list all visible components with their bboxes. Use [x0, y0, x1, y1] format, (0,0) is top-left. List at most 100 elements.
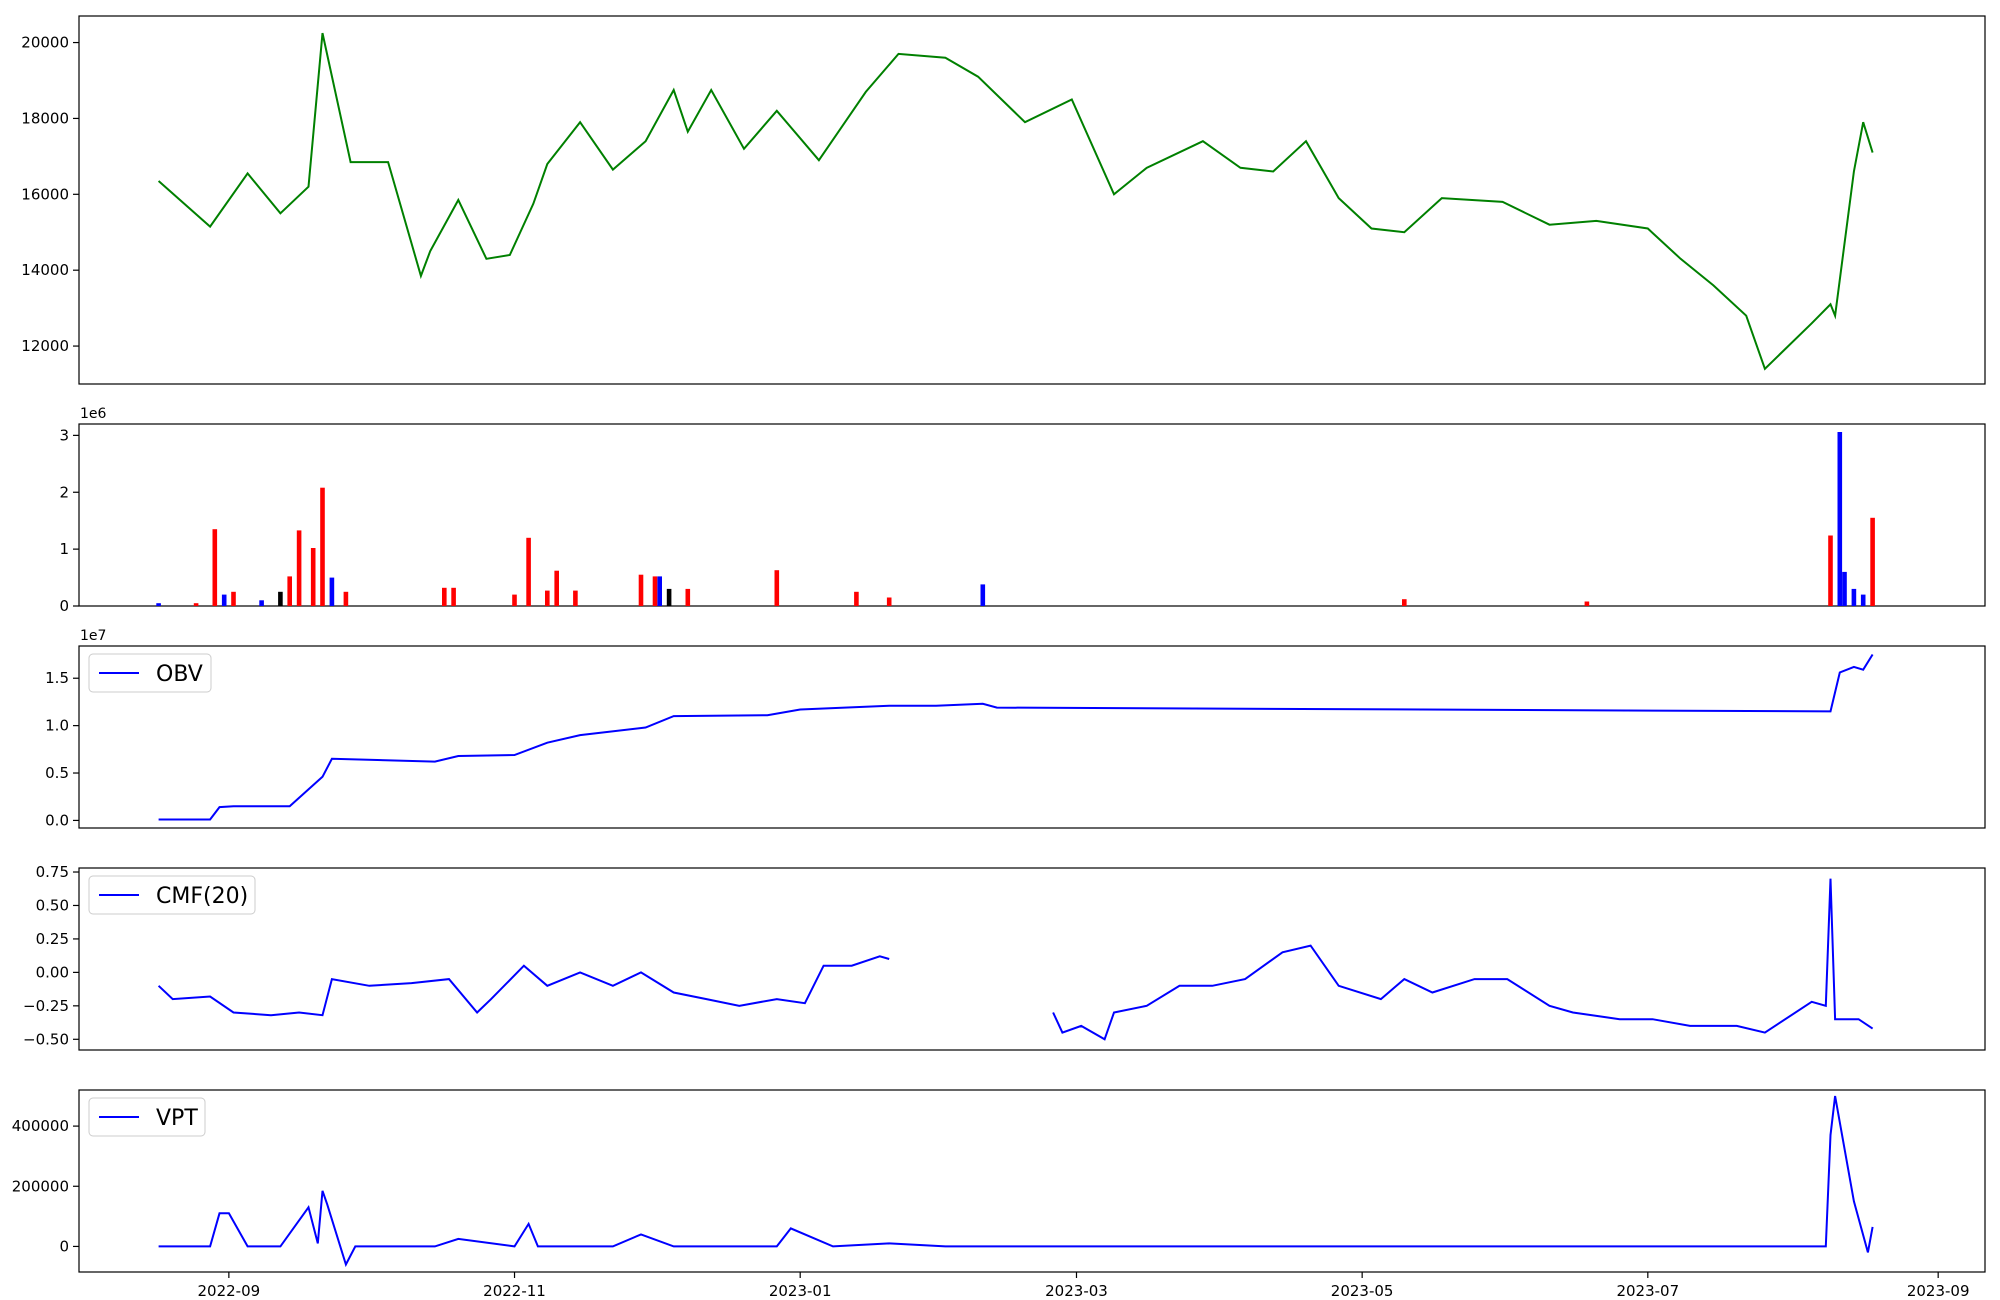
volume-axes-frame — [78, 423, 1986, 607]
volume-bar — [545, 590, 550, 606]
volume-bar — [193, 603, 199, 606]
price-line — [157, 32, 1874, 371]
obv-y-tick-label: 0.5 — [45, 764, 69, 782]
volume-bar — [1402, 599, 1407, 606]
price-y-tick-label: 14000 — [21, 261, 69, 279]
volume-bar — [259, 600, 264, 606]
obv-y-ticks: 0.0 0.5 1.0 1.5 — [45, 669, 79, 829]
vpt-y-tick-label: 0 — [59, 1237, 69, 1255]
vpt-legend: VPT — [88, 1097, 206, 1137]
vpt-legend-box — [88, 1097, 206, 1137]
cmf-y-tick-label: 0.25 — [36, 930, 69, 948]
volume-bar — [287, 576, 292, 606]
volume-bar — [1837, 432, 1843, 606]
volume-bar — [221, 594, 227, 606]
volume-bar — [980, 584, 986, 606]
cmf-line-segment — [157, 955, 890, 1017]
cmf-lines — [157, 878, 1874, 1041]
volume-bar — [638, 574, 644, 606]
obv-y-tick-label: 1.0 — [45, 717, 69, 735]
volume-bar — [652, 576, 658, 606]
x-tick-label: 2023-07 — [1616, 1282, 1679, 1300]
volume-bar — [666, 588, 672, 606]
volume-bar — [1870, 517, 1875, 606]
volume-y-tick-label: 3 — [59, 426, 69, 444]
volume-bar — [573, 590, 578, 606]
x-tick-label: 2023-03 — [1045, 1282, 1108, 1300]
volume-bar — [854, 591, 859, 606]
vpt-y-ticks: 0 200000 400000 — [12, 1117, 79, 1255]
cmf-y-tick-label: 0.50 — [36, 896, 69, 914]
volume-bar — [1584, 601, 1590, 606]
price-panel: 12000 14000 16000 18000 20000 — [21, 15, 1986, 385]
volume-panel: 1e6 0 1 2 3 — [59, 406, 1986, 615]
x-tick-label: 2023-09 — [1907, 1282, 1970, 1300]
cmf-y-tick-label: −0.50 — [23, 1030, 69, 1048]
volume-y-tick-label: 1 — [59, 540, 69, 558]
volume-bars — [156, 432, 1875, 607]
cmf-line-segment — [1052, 878, 1874, 1041]
cmf-legend-box — [88, 875, 256, 915]
volume-bar — [685, 588, 691, 606]
volume-bar — [1851, 588, 1857, 606]
vpt-y-tick-label: 200000 — [12, 1177, 69, 1195]
volume-y-tick-label: 2 — [59, 483, 69, 501]
volume-bar — [1842, 571, 1847, 606]
volume-y-ticks: 0 1 2 3 — [59, 426, 79, 615]
x-tick-label: 2023-05 — [1331, 1282, 1394, 1300]
obv-y-tick-label: 1.5 — [45, 669, 69, 687]
cmf-y-ticks: −0.50 −0.25 0.00 0.25 0.50 0.75 — [23, 863, 79, 1048]
volume-multiplier-label: 1e6 — [80, 406, 107, 422]
x-tick-label: 2023-01 — [769, 1282, 832, 1300]
cmf-legend-label: CMF(20) — [156, 884, 248, 909]
price-y-tick-label: 12000 — [21, 337, 69, 355]
obv-legend: OBV — [88, 653, 212, 693]
vpt-y-tick-label: 400000 — [12, 1117, 69, 1135]
volume-bar — [442, 587, 447, 606]
cmf-y-tick-label: 0.75 — [36, 863, 69, 881]
volume-bar — [296, 530, 302, 606]
obv-y-tick-label: 0.0 — [45, 811, 69, 829]
x-tick-label: 2022-11 — [483, 1282, 546, 1300]
vpt-axes-frame — [78, 1089, 1986, 1273]
volume-bar — [526, 537, 531, 607]
volume-bar — [310, 548, 316, 606]
obv-panel: 1e7 0.0 0.5 1.0 1.5 OBV — [45, 628, 1986, 829]
volume-bar — [231, 591, 236, 606]
obv-line — [158, 653, 1874, 821]
volume-bar — [156, 603, 161, 606]
volume-bar — [657, 576, 662, 606]
volume-bar — [1860, 594, 1866, 606]
volume-bar — [343, 591, 349, 606]
volume-bar — [774, 570, 780, 606]
cmf-axes-frame — [78, 867, 1986, 1051]
cmf-panel: −0.50 −0.25 0.00 0.25 0.50 0.75 CMF(20) — [23, 863, 1986, 1051]
volume-bar — [1828, 535, 1833, 606]
price-y-tick-label: 16000 — [21, 185, 69, 203]
cmf-y-tick-label: −0.25 — [23, 997, 69, 1015]
volume-bar — [886, 597, 892, 606]
vpt-line — [158, 1095, 1874, 1268]
volume-bar — [329, 577, 335, 606]
volume-bar — [212, 529, 218, 606]
cmf-legend: CMF(20) — [88, 875, 256, 915]
volume-bar — [451, 587, 456, 606]
price-y-tick-label: 20000 — [21, 34, 69, 52]
cmf-y-tick-label: 0.00 — [36, 963, 69, 981]
volume-bar — [554, 570, 559, 606]
obv-legend-label: OBV — [156, 662, 203, 687]
price-y-tick-label: 18000 — [21, 109, 69, 127]
obv-multiplier-label: 1e7 — [80, 628, 106, 644]
x-tick-label: 2022-09 — [198, 1282, 261, 1300]
volume-bar — [320, 487, 325, 606]
volume-bar — [278, 591, 283, 606]
obv-axes-frame — [78, 645, 1986, 829]
volume-bar — [512, 594, 517, 606]
volume-y-tick-label: 0 — [59, 597, 69, 615]
vpt-legend-label: VPT — [156, 1106, 198, 1131]
x-axis-ticks: 2022-09 2022-11 2023-01 2023-03 2023-05 2023-… — [198, 1272, 1970, 1300]
price-axes-frame — [78, 15, 1986, 385]
obv-legend-box — [88, 653, 212, 693]
